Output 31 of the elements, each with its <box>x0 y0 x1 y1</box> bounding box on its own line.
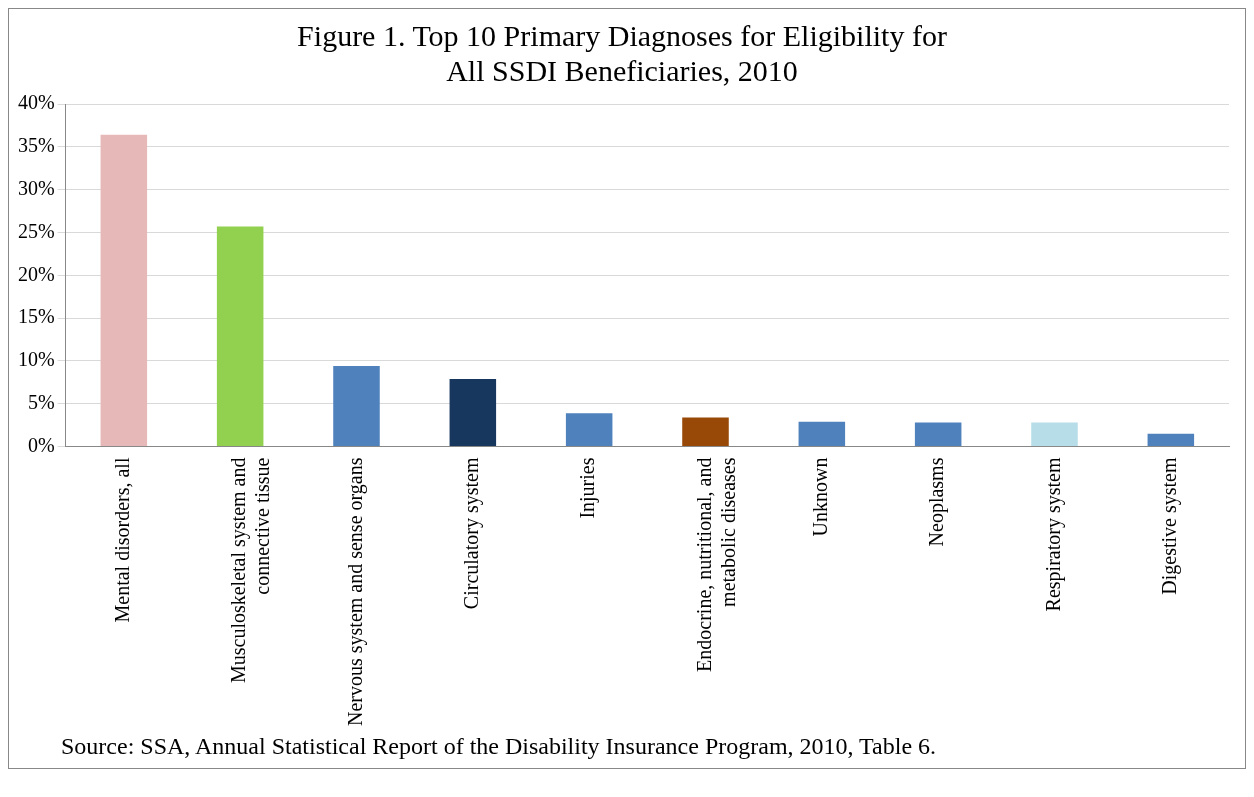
bar <box>333 366 380 447</box>
x-tick-label: Circulatory system <box>460 457 484 610</box>
y-tick-label: 20% <box>17 262 55 285</box>
y-tick-label: 10% <box>17 348 55 371</box>
x-tick-label: Endocrine, nutritional, and metabolic diseases <box>692 457 739 672</box>
y-tick-label: 30% <box>17 176 55 199</box>
y-tick-label: 5% <box>27 390 55 413</box>
bar <box>216 226 264 447</box>
x-tick-label: Mental disorders, all <box>111 457 134 623</box>
y-tick-label: 25% <box>17 219 55 242</box>
chart-title: Figure 1. Top 10 Primary Diagnoses for Eligibility for All SSDI Beneficiaries, 2010 <box>297 19 947 87</box>
bar <box>100 134 148 447</box>
x-tick-label: Nervous system and sense organs <box>343 457 367 727</box>
bar <box>682 417 729 447</box>
source-note: Source: SSA, Annual Statistical Report of the Disability Insurance Program, 2010, Table 6. <box>60 732 938 761</box>
x-tick-label: Injuries <box>576 457 600 519</box>
bar <box>798 421 846 447</box>
bar <box>565 413 613 447</box>
bar <box>914 422 962 447</box>
x-tick-label: Musculoskeletal system and connective tissue <box>227 457 274 684</box>
y-tick-label: 40% <box>17 91 55 114</box>
bar <box>449 378 497 447</box>
y-tick-label: 15% <box>17 305 55 328</box>
x-tick-label: Unknown <box>809 457 832 537</box>
x-tick-label: Digestive system <box>1158 457 1182 595</box>
bar <box>1147 433 1195 447</box>
x-tick-label: Respiratory system <box>1041 457 1065 612</box>
x-tick-label: Neoplasms <box>925 457 949 547</box>
bar <box>1031 422 1078 447</box>
y-tick-label: 0% <box>27 433 55 456</box>
y-tick-label: 35% <box>17 134 55 157</box>
